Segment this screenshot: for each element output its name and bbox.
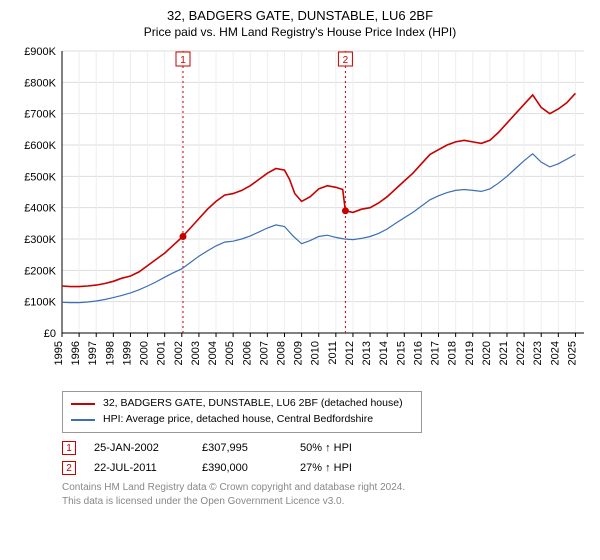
svg-text:1998: 1998	[104, 341, 116, 365]
svg-text:1996: 1996	[70, 341, 82, 365]
svg-text:2000: 2000	[139, 341, 151, 365]
svg-text:£900K: £900K	[24, 46, 56, 58]
svg-text:£800K: £800K	[24, 77, 56, 89]
svg-text:2014: 2014	[378, 341, 390, 365]
svg-text:£100K: £100K	[24, 297, 56, 309]
svg-text:2009: 2009	[293, 341, 305, 365]
svg-text:1997: 1997	[87, 341, 99, 365]
sale-date: 25-JAN-2002	[94, 442, 184, 454]
price-chart: £0 £100K £200K £300K £400K £500K £600K £700K £80…	[12, 45, 588, 385]
svg-text:2017: 2017	[430, 341, 442, 365]
sale-row: 2 22-JUL-2011 £390,000 27% ↑ HPI	[62, 461, 588, 475]
legend-swatch	[71, 403, 95, 405]
sale-price: £390,000	[202, 462, 282, 474]
svg-text:1: 1	[180, 55, 186, 66]
page-subtitle: Price paid vs. HM Land Registry's House …	[12, 25, 588, 39]
legend-item: HPI: Average price, detached house, Cent…	[71, 412, 413, 428]
svg-text:£400K: £400K	[24, 203, 56, 215]
svg-text:2022: 2022	[515, 341, 527, 365]
sale-date: 22-JUL-2011	[94, 462, 184, 474]
svg-text:2005: 2005	[224, 341, 236, 365]
sale-marker-icon: 1	[62, 441, 76, 455]
svg-text:2001: 2001	[156, 341, 168, 365]
svg-text:2012: 2012	[344, 341, 356, 365]
sale-hpi: 27% ↑ HPI	[300, 462, 352, 474]
sale-row: 1 25-JAN-2002 £307,995 50% ↑ HPI	[62, 441, 588, 455]
svg-text:2002: 2002	[173, 341, 185, 365]
svg-text:2011: 2011	[327, 341, 339, 365]
legend: 32, BADGERS GATE, DUNSTABLE, LU6 2BF (de…	[62, 391, 422, 433]
svg-text:2004: 2004	[207, 341, 219, 365]
svg-text:2: 2	[343, 55, 349, 66]
footer-line: This data is licensed under the Open Gov…	[62, 495, 588, 509]
footer-line: Contains HM Land Registry data © Crown c…	[62, 481, 588, 495]
svg-text:2024: 2024	[549, 341, 561, 365]
svg-text:2015: 2015	[395, 341, 407, 365]
legend-item: 32, BADGERS GATE, DUNSTABLE, LU6 2BF (de…	[71, 396, 413, 412]
legend-label: HPI: Average price, detached house, Cent…	[103, 412, 373, 428]
page-title: 32, BADGERS GATE, DUNSTABLE, LU6 2BF	[12, 8, 588, 23]
svg-text:2020: 2020	[481, 341, 493, 365]
sale-marker-icon: 2	[62, 461, 76, 475]
svg-text:2013: 2013	[361, 341, 373, 365]
svg-text:2018: 2018	[447, 341, 459, 365]
sale-hpi: 50% ↑ HPI	[300, 442, 352, 454]
svg-text:2016: 2016	[412, 341, 424, 365]
svg-text:2008: 2008	[275, 341, 287, 365]
svg-text:2023: 2023	[532, 341, 544, 365]
footer: Contains HM Land Registry data © Crown c…	[62, 481, 588, 509]
svg-text:£600K: £600K	[24, 140, 56, 152]
sale-price: £307,995	[202, 442, 282, 454]
svg-text:2007: 2007	[258, 341, 270, 365]
svg-text:2019: 2019	[464, 341, 476, 365]
legend-swatch	[71, 419, 95, 421]
svg-text:£500K: £500K	[24, 171, 56, 183]
svg-text:£700K: £700K	[24, 109, 56, 121]
svg-text:1995: 1995	[53, 341, 65, 365]
svg-text:£300K: £300K	[24, 234, 56, 246]
svg-text:2003: 2003	[190, 341, 202, 365]
svg-text:2010: 2010	[310, 341, 322, 365]
svg-text:2025: 2025	[566, 341, 578, 365]
svg-text:2021: 2021	[498, 341, 510, 365]
svg-text:2006: 2006	[241, 341, 253, 365]
svg-text:1999: 1999	[121, 341, 133, 365]
legend-label: 32, BADGERS GATE, DUNSTABLE, LU6 2BF (de…	[103, 396, 403, 412]
sales-table: 1 25-JAN-2002 £307,995 50% ↑ HPI 2 22-JU…	[62, 441, 588, 475]
svg-text:£200K: £200K	[24, 265, 56, 277]
svg-text:£0: £0	[44, 328, 56, 340]
